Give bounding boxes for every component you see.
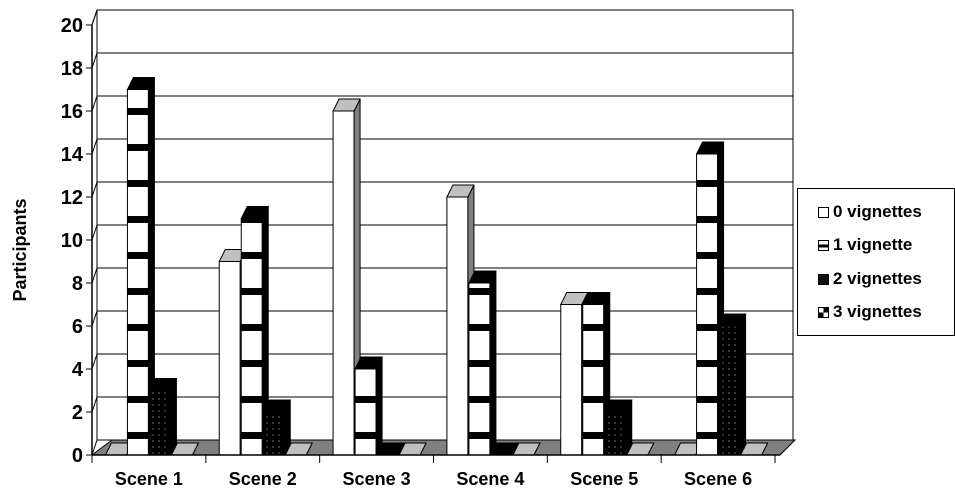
legend-swatch-2-vignettes	[818, 273, 829, 285]
bar-1-vignette-scene-4	[468, 270, 497, 456]
bar-3-vignettes-scene-6	[739, 442, 769, 456]
x-tick-label: Scene 6	[684, 469, 752, 489]
bar-top	[240, 206, 270, 219]
legend-label: 3 vignettes	[833, 302, 922, 321]
y-tick-label: 6	[72, 316, 83, 338]
bar-front	[218, 261, 241, 456]
x-tick-label: Scene 4	[456, 469, 524, 489]
legend-swatch-3-vignettes	[818, 306, 829, 318]
gridline-side	[91, 396, 98, 413]
bar-top	[126, 77, 156, 90]
legend-item-1-vignette: 1 vignette	[818, 233, 912, 257]
legend-item-0-vignettes: 0 vignettes	[818, 200, 922, 224]
bar-front	[126, 89, 149, 456]
legend-item-2-vignettes: 2 vignettes	[818, 267, 922, 291]
legend-swatch-0-vignettes	[818, 206, 829, 218]
gridline-side	[91, 310, 98, 327]
bar-front	[718, 325, 741, 456]
y-tick-label: 14	[61, 144, 84, 166]
bar-2-vignettes-scene-6	[717, 313, 747, 456]
bar-front	[446, 196, 469, 456]
x-tick-label: Scene 3	[343, 469, 411, 489]
y-tick-labels: 0 2 4 6 8 10 12 14 16 18 20	[61, 15, 84, 467]
axes	[86, 24, 780, 463]
y-tick-label: 0	[72, 445, 83, 467]
bar-top	[695, 141, 725, 155]
bar-front	[560, 304, 583, 456]
x-tick-labels: Scene 1 Scene 2 Scene 3 Scene 4 Scene 5 Scene…	[115, 469, 752, 489]
y-tick-label: 20	[61, 15, 83, 37]
y-tick-label: 4	[72, 359, 84, 381]
y-tick-label: 2	[72, 402, 83, 424]
bar-top	[332, 98, 361, 112]
bar-side	[375, 356, 383, 456]
gridline-side	[91, 353, 98, 370]
bar-1-vignette-scene-3	[354, 356, 383, 456]
y-tick-label: 8	[72, 273, 83, 295]
bars	[104, 77, 769, 456]
bar-top	[581, 292, 611, 305]
bar-2-vignettes-scene-1	[148, 378, 178, 456]
bar-2-vignettes-scene-5	[603, 399, 633, 456]
bar-1-vignette-scene-1	[126, 77, 156, 456]
y-tick-label: 12	[61, 187, 83, 209]
bar-top	[717, 313, 747, 327]
legend-swatch-1-vignette	[818, 239, 829, 251]
bar-side	[739, 313, 747, 456]
bar-top	[559, 292, 589, 305]
bar-2-vignettes-scene-2	[262, 399, 292, 456]
bar-side	[169, 378, 177, 456]
gridline-side	[91, 52, 98, 69]
bar-top	[468, 270, 497, 284]
bar-front	[240, 218, 263, 456]
legend-label: 1 vignette	[833, 235, 913, 254]
bar-front	[582, 304, 605, 456]
bar-front	[468, 282, 491, 456]
bar-front	[148, 390, 171, 456]
gridlines	[91, 9, 793, 413]
x-tick-label: Scene 1	[115, 469, 183, 489]
bar-top	[603, 399, 633, 413]
gridline-side	[91, 181, 98, 198]
y-tick-label: 10	[61, 230, 83, 252]
bar-front	[262, 411, 285, 456]
x-tick-label: Scene 2	[229, 469, 297, 489]
legend-label: 0 vignettes	[833, 202, 922, 221]
bar-front	[696, 153, 719, 456]
bar-front	[332, 110, 355, 456]
gridline-side	[91, 224, 98, 241]
y-axis-label: Participants	[10, 198, 30, 301]
y-tick-label: 16	[61, 101, 83, 123]
bar-front	[604, 411, 627, 456]
gridline-side	[91, 267, 98, 284]
bar-top	[148, 378, 178, 391]
bar-top	[262, 399, 292, 413]
plot-walls	[90, 9, 797, 456]
y-tick-label: 18	[61, 58, 83, 80]
gridline-side	[91, 138, 98, 155]
legend: 0 vignettes 1 vignette 2 vignettes 3 vig…	[797, 188, 955, 336]
bar-front	[354, 368, 377, 456]
gridline-side	[91, 95, 98, 112]
bar-top	[446, 184, 475, 198]
bar-side	[489, 270, 497, 456]
legend-label: 2 vignettes	[833, 269, 922, 288]
legend-item-3-vignettes: 3 vignettes	[818, 300, 922, 324]
gridline-side	[91, 9, 98, 26]
bar-top	[354, 356, 383, 370]
x-tick-label: Scene 5	[570, 469, 638, 489]
